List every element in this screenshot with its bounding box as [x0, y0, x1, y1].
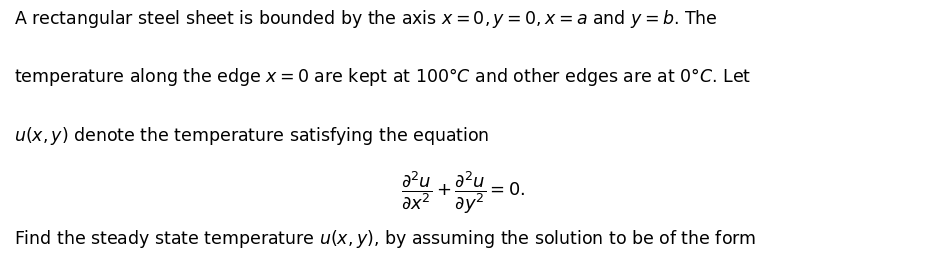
- Text: $\dfrac{\partial^2 u}{\partial x^2}+\dfrac{\partial^2 u}{\partial y^2}=0.$: $\dfrac{\partial^2 u}{\partial x^2}+\dfr…: [401, 170, 525, 217]
- Text: A rectangular steel sheet is bounded by the axis $x=0, y=0, x=a$ and $y=b$. The: A rectangular steel sheet is bounded by …: [14, 8, 718, 30]
- Text: Find the steady state temperature $u(x,y)$, by assuming the solution to be of th: Find the steady state temperature $u(x,y…: [14, 228, 757, 250]
- Text: temperature along the edge $x=0$ are kept at $100°C$ and other edges are at $0°C: temperature along the edge $x=0$ are kep…: [14, 66, 751, 88]
- Text: $u(x,y)$ denote the temperature satisfying the equation: $u(x,y)$ denote the temperature satisfyi…: [14, 125, 489, 147]
